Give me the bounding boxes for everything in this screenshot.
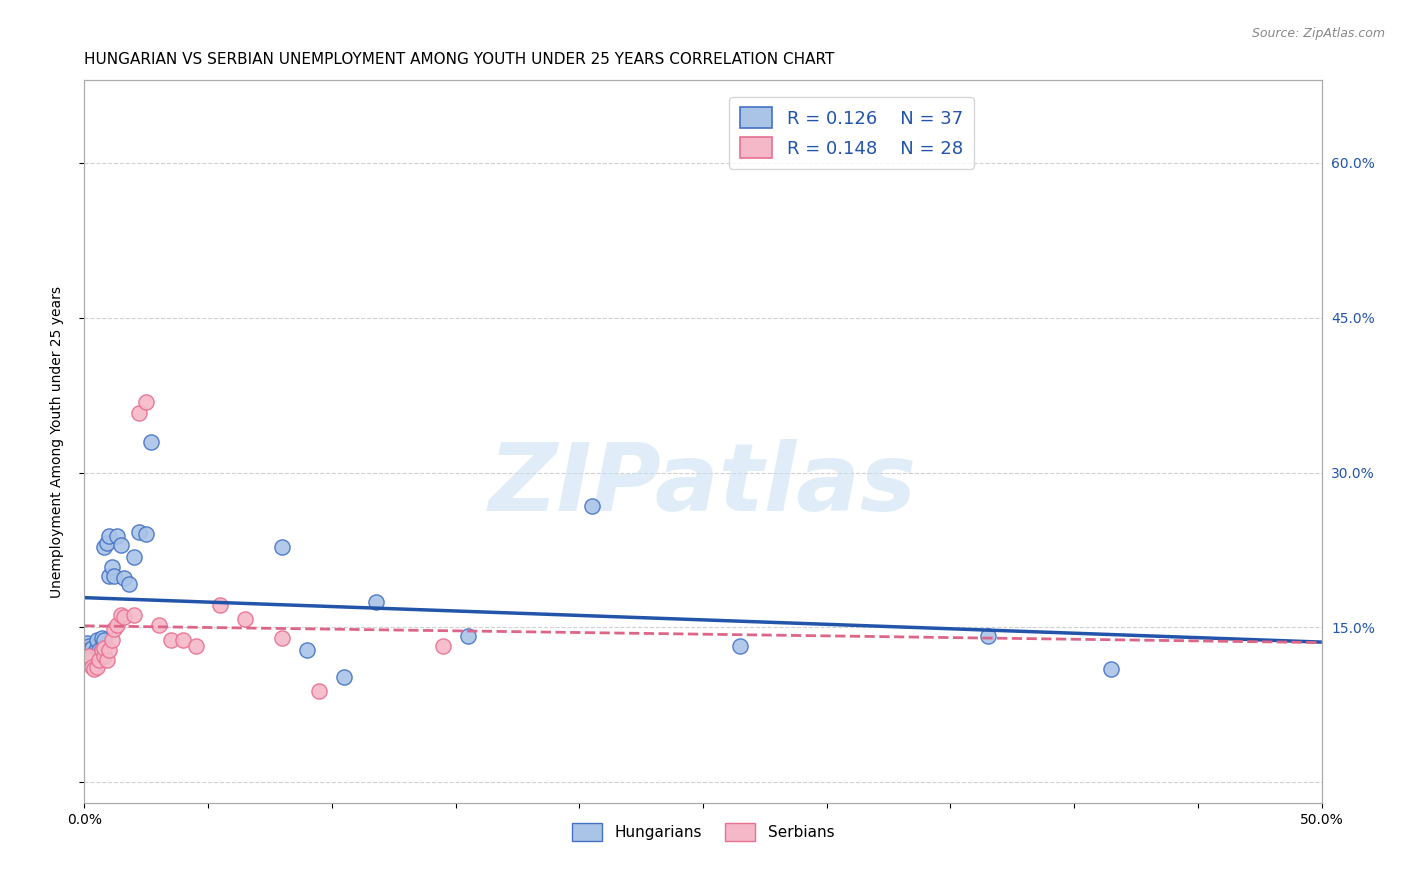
Point	[80, 659, 103, 673]
Point	[93, 540, 115, 554]
Point	[122, 607, 145, 622]
Point	[105, 618, 128, 632]
Y-axis label: Unemployment Among Youth under 25 years: Unemployment Among Youth under 25 years	[49, 285, 63, 598]
Point	[79, 639, 101, 653]
Point	[128, 525, 150, 540]
Point	[83, 662, 105, 676]
Point	[366, 594, 388, 608]
Point	[103, 568, 125, 582]
Point	[728, 639, 751, 653]
Point	[79, 649, 101, 664]
Point	[98, 529, 121, 543]
Text: Source: ZipAtlas.com: Source: ZipAtlas.com	[1251, 27, 1385, 40]
Point	[271, 631, 294, 645]
Point	[90, 643, 112, 657]
Point	[96, 535, 118, 549]
Point	[83, 646, 105, 660]
Point	[98, 568, 121, 582]
Point	[93, 640, 115, 655]
Point	[90, 631, 112, 645]
Point	[148, 618, 170, 632]
Point	[135, 527, 157, 541]
Point	[80, 649, 103, 664]
Point	[93, 649, 115, 664]
Point	[118, 577, 141, 591]
Point	[89, 651, 111, 665]
Point	[80, 640, 103, 655]
Point	[110, 538, 132, 552]
Point	[86, 632, 108, 647]
Point	[112, 571, 135, 585]
Point	[457, 629, 479, 643]
Point	[93, 632, 115, 647]
Point	[209, 598, 232, 612]
Point	[98, 643, 121, 657]
Point	[110, 607, 132, 622]
Point	[333, 670, 356, 684]
Point	[100, 632, 122, 647]
Point	[233, 612, 256, 626]
Point	[141, 434, 163, 449]
Point	[90, 643, 112, 657]
Text: HUNGARIAN VS SERBIAN UNEMPLOYMENT AMONG YOUTH UNDER 25 YEARS CORRELATION CHART: HUNGARIAN VS SERBIAN UNEMPLOYMENT AMONG …	[84, 52, 835, 67]
Point	[105, 529, 128, 543]
Point	[976, 629, 998, 643]
Point	[86, 659, 108, 673]
Point	[184, 639, 207, 653]
Point	[76, 636, 98, 650]
Point	[122, 550, 145, 565]
Legend: Hungarians, Serbians: Hungarians, Serbians	[565, 817, 841, 847]
Point	[135, 395, 157, 409]
Point	[100, 560, 122, 574]
Point	[172, 632, 194, 647]
Point	[295, 643, 318, 657]
Point	[76, 653, 98, 667]
Point	[581, 499, 603, 513]
Text: ZIPatlas: ZIPatlas	[489, 439, 917, 531]
Point	[160, 632, 183, 647]
Point	[432, 639, 454, 653]
Point	[1099, 662, 1122, 676]
Point	[79, 643, 101, 657]
Point	[86, 640, 108, 655]
Point	[112, 610, 135, 624]
Point	[308, 684, 330, 698]
Point	[271, 540, 294, 554]
Point	[96, 653, 118, 667]
Point	[128, 406, 150, 420]
Point	[83, 651, 105, 665]
Point	[103, 623, 125, 637]
Point	[89, 643, 111, 657]
Point	[89, 653, 111, 667]
